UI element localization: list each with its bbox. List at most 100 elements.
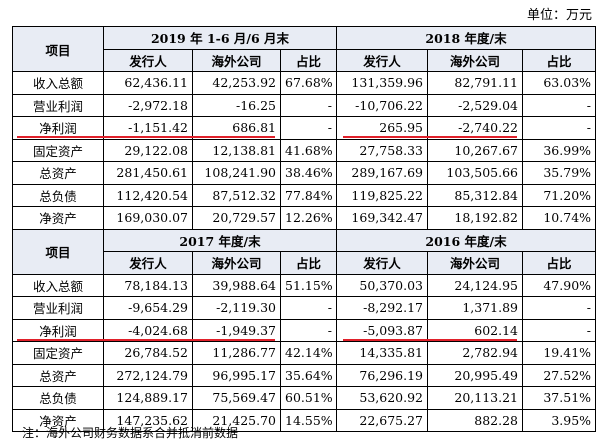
table-cell: 26,784.52 bbox=[103, 341, 193, 365]
table-cell: 27.52% bbox=[521, 363, 597, 387]
table-cell: 108,241.90 bbox=[192, 161, 281, 185]
table-cell: 12,138.81 bbox=[192, 138, 281, 162]
table-cell: 11,286.77 bbox=[192, 341, 281, 365]
table-cell: 147,235.62 bbox=[103, 408, 193, 432]
item-header: 项目 bbox=[12, 228, 104, 275]
table-row: 固定资产 26,784.52 11,286.77 42.14% 14,335.81 2,7… bbox=[12, 341, 597, 365]
financial-table: 项目 2019 年 1-6 月/6 月末 2018 年度/末 发行人 海外公司 占比 发行人… bbox=[12, 26, 597, 432]
table-cell: 42.14% bbox=[280, 341, 337, 365]
column-header: 占比 bbox=[521, 48, 597, 72]
table-cell: 21,425.70 bbox=[192, 408, 281, 432]
table-row: 净资产 147,235.62 21,425.70 14.55% 22,675.27 882… bbox=[12, 408, 597, 432]
item-header: 项目 bbox=[12, 26, 104, 72]
table-cell: 281,450.61 bbox=[103, 161, 193, 185]
table-cell: - bbox=[521, 93, 597, 117]
table-cell: 41.68% bbox=[280, 138, 337, 162]
table-cell: 78,184.13 bbox=[103, 273, 193, 297]
row-label: 净资产 bbox=[12, 408, 104, 432]
row-label: 营业利润 bbox=[12, 296, 104, 320]
table-cell: 124,889.17 bbox=[103, 386, 193, 410]
column-header: 占比 bbox=[280, 48, 337, 72]
row-label: 固定资产 bbox=[12, 341, 104, 365]
table-cell: -1,949.37 bbox=[192, 318, 281, 342]
table-cell: 62,436.11 bbox=[103, 71, 193, 95]
table-cell: 82,791.11 bbox=[427, 71, 523, 95]
table-cell: 169,030.07 bbox=[103, 206, 193, 230]
row-label: 固定资产 bbox=[12, 138, 104, 162]
row-label: 营业利润 bbox=[12, 93, 104, 117]
table-cell: - bbox=[280, 116, 337, 140]
row-label: 收入总额 bbox=[12, 71, 104, 95]
table-cell: 10.74% bbox=[521, 206, 597, 230]
table-cell: 42,253.92 bbox=[192, 71, 281, 95]
table-cell: 22,675.27 bbox=[336, 408, 428, 432]
highlight-underline bbox=[16, 338, 275, 341]
table-row: 总负债 124,889.17 75,569.47 60.51% 53,620.92 20,… bbox=[12, 386, 597, 410]
table-cell: 85,312.84 bbox=[427, 183, 523, 207]
period-header: 2018 年度/末 bbox=[335, 26, 597, 50]
table-cell: 265.95 bbox=[336, 116, 428, 140]
table-cell: 27,758.33 bbox=[336, 138, 428, 162]
table-cell: 18,192.82 bbox=[427, 206, 523, 230]
unit-label: 单位：万元 bbox=[526, 8, 592, 23]
table-row: 净利润 -4,024.68 -1,949.37- -5,093.87 602.14- bbox=[12, 318, 597, 342]
table-cell: 47.90% bbox=[521, 273, 597, 297]
table-row: 总负债 112,420.54 87,512.32 77.84% 119,825.22 85… bbox=[12, 183, 597, 207]
highlight-underline bbox=[16, 136, 275, 138]
table-cell: 39,988.64 bbox=[192, 273, 281, 297]
table-cell: -4,024.68 bbox=[103, 318, 193, 342]
column-header: 占比 bbox=[280, 251, 337, 275]
table-cell: 38.46% bbox=[280, 161, 337, 185]
table-cell: 20,729.57 bbox=[192, 206, 281, 230]
table-cell: 37.51% bbox=[521, 386, 597, 410]
table-cell: 602.14 bbox=[427, 318, 523, 342]
table-cell: 75,569.47 bbox=[192, 386, 281, 410]
table-cell: 289,167.69 bbox=[336, 161, 428, 185]
table-cell: 63.03% bbox=[521, 71, 597, 95]
row-label: 总资产 bbox=[12, 161, 104, 185]
table-cell: 272,124.79 bbox=[103, 363, 193, 387]
table-cell: 14,335.81 bbox=[336, 341, 428, 365]
table-cell: -16.25 bbox=[192, 93, 281, 117]
table-cell: 36.99% bbox=[521, 138, 597, 162]
table-cell: -9,654.29 bbox=[103, 296, 193, 320]
table-cell: 96,995.17 bbox=[192, 363, 281, 387]
table-cell: -8,292.17 bbox=[336, 296, 428, 320]
table-cell: 53,620.92 bbox=[336, 386, 428, 410]
period-header-row: 项目 2019 年 1-6 月/6 月末 2018 年度/末 bbox=[12, 26, 597, 72]
table-cell: 131,359.96 bbox=[336, 71, 428, 95]
table-row: 净资产 169,030.07 20,729.57 12.26% 169,342.47 18… bbox=[12, 206, 597, 230]
table-cell: 3.95% bbox=[521, 408, 597, 432]
table-cell: 77.84% bbox=[280, 183, 337, 207]
period-header: 2016 年度/末 bbox=[335, 228, 597, 252]
highlight-underline bbox=[342, 338, 517, 341]
table-cell: 103,505.66 bbox=[427, 161, 523, 185]
table-cell: 71.20% bbox=[521, 183, 597, 207]
table-cell: 76,296.19 bbox=[336, 363, 428, 387]
table-cell: 60.51% bbox=[280, 386, 337, 410]
row-label: 总负债 bbox=[12, 183, 104, 207]
column-header: 海外公司 bbox=[427, 48, 523, 72]
table-cell: - bbox=[521, 296, 597, 320]
table-cell: 14.55% bbox=[280, 408, 337, 432]
table-cell: 112,420.54 bbox=[103, 183, 193, 207]
table-row: 总资产 281,450.61 108,241.90 38.46% 289,167.69 1… bbox=[12, 161, 597, 185]
table-cell: 1,371.89 bbox=[427, 296, 523, 320]
column-header: 发行人 bbox=[336, 251, 428, 275]
table-row: 固定资产 29,122.08 12,138.81 41.68% 27,758.33 10,… bbox=[12, 138, 597, 162]
table-cell: - bbox=[521, 318, 597, 342]
column-header: 发行人 bbox=[103, 251, 193, 275]
table-cell: 19.41% bbox=[521, 341, 597, 365]
table-cell: 20,113.21 bbox=[427, 386, 523, 410]
period-header: 2017 年度/末 bbox=[103, 228, 337, 252]
table-row: 总资产 272,124.79 96,995.17 35.64% 76,296.19 20,… bbox=[12, 363, 597, 387]
table-row: 营业利润 -2,972.18 -16.25- -10,706.22 -2,529.04- bbox=[12, 93, 597, 117]
table-cell: 119,825.22 bbox=[336, 183, 428, 207]
table-row: 收入总额 78,184.13 39,988.64 51.15% 50,370.03 24,… bbox=[12, 273, 597, 297]
table-cell: 2,782.94 bbox=[427, 341, 523, 365]
column-header: 海外公司 bbox=[427, 251, 523, 275]
table-cell: -5,093.87 bbox=[336, 318, 428, 342]
row-label: 总资产 bbox=[12, 363, 104, 387]
table-cell: 10,267.67 bbox=[427, 138, 523, 162]
period-header: 2019 年 1-6 月/6 月末 bbox=[103, 26, 337, 50]
